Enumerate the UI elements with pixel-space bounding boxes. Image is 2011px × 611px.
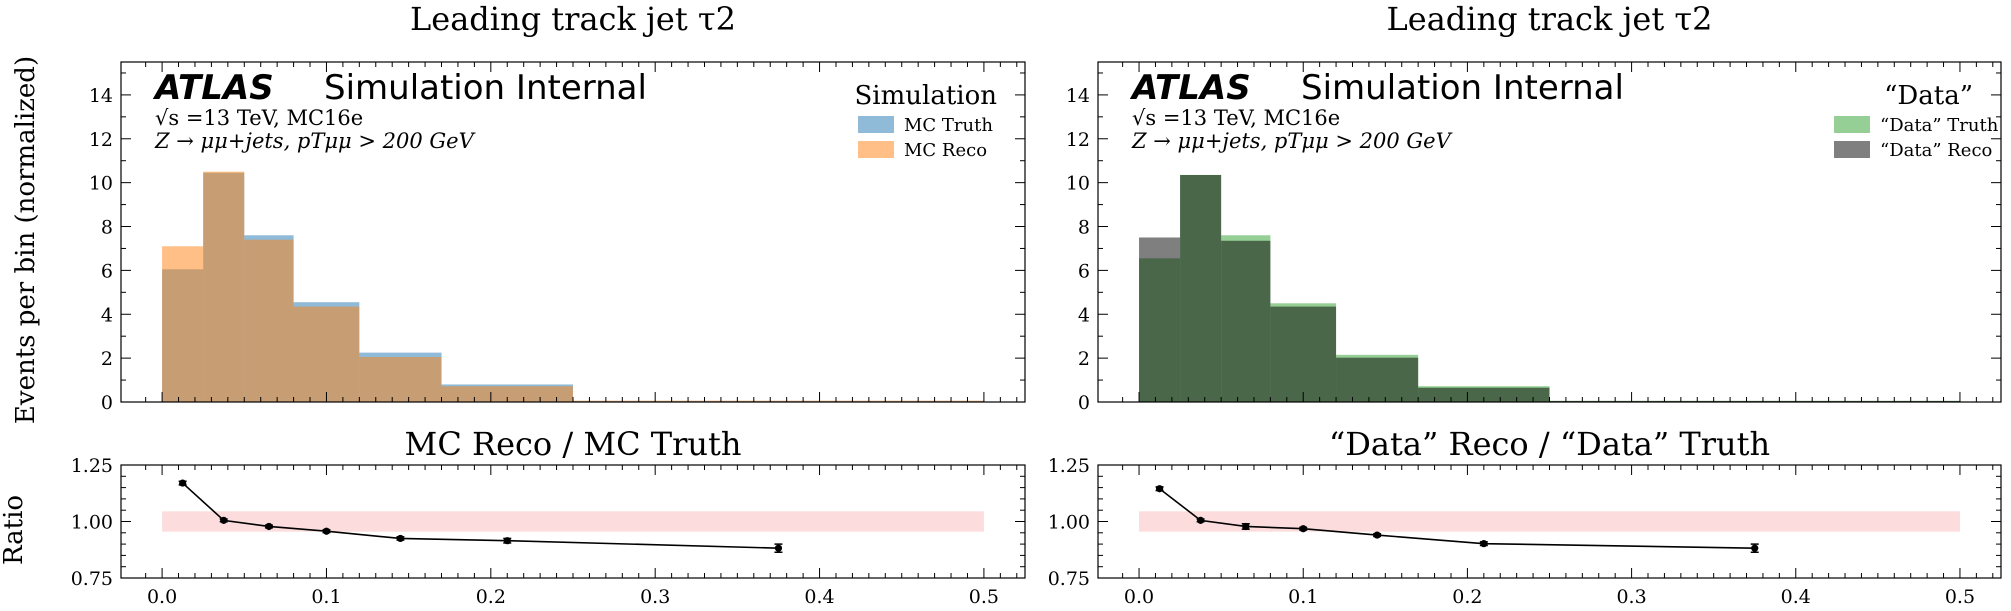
ratio-point <box>396 534 405 543</box>
legend-swatch <box>858 116 894 133</box>
y-tick-label: 14 <box>89 85 113 107</box>
y-tick-label: 12 <box>1066 129 1090 151</box>
panel-1: Leading track jet τ2 MC Reco / MC Truth 0 2… <box>71 0 1026 608</box>
histogram-bar <box>1139 237 1181 402</box>
legend-title: “Data” <box>1884 81 1973 111</box>
panel-2: Leading track jet τ2 “Data” Reco / “Data”… <box>1048 0 2002 608</box>
legend-entry: “Data” Truth <box>1880 115 1999 136</box>
atlas-sublabel: Simulation Internal <box>324 68 647 108</box>
y-tick-label: 0 <box>101 392 113 414</box>
legend-title: Simulation <box>854 81 997 111</box>
y-tick-label: 0 <box>1078 392 1090 414</box>
y-axis-label-ratio: Ratio <box>0 495 29 565</box>
ratio-y-tick-label: 1.00 <box>1048 512 1090 534</box>
series-datareco-bars <box>1139 174 1960 402</box>
energy-label: √s =13 TeV, MC16e <box>155 106 363 130</box>
y-tick-label: 2 <box>101 348 113 370</box>
ratio-point <box>1242 522 1250 531</box>
ratio-y-tick-label: 1.25 <box>1048 455 1090 477</box>
legend-entry: “Data” Reco <box>1880 140 1992 161</box>
atlas-label: ATLAS <box>152 68 274 108</box>
x-tick-label: 0.1 <box>1288 586 1318 608</box>
ratio-uncertainty-band <box>162 511 984 532</box>
histogram-bar <box>162 246 204 402</box>
histogram-bar <box>1221 240 1271 402</box>
y-tick-label: 4 <box>1078 304 1090 326</box>
x-tick-label: 0.5 <box>969 586 999 608</box>
ratio-y-tick-label: 0.75 <box>71 568 113 590</box>
y-tick-label: 10 <box>1066 173 1090 195</box>
y-axis-label-main: Events per bin (normalized) <box>11 56 41 424</box>
atlas-label: ATLAS <box>1129 68 1251 108</box>
panels: Leading track jet τ2 MC Reco / MC Truth 0 2… <box>71 0 2002 608</box>
energy-label: √s =13 TeV, MC16e <box>1132 106 1340 130</box>
ratio-title: MC Reco / MC Truth <box>405 425 742 463</box>
ratio-point <box>1299 525 1307 533</box>
x-tick-label: 0.2 <box>476 586 506 608</box>
y-tick-label: 6 <box>1078 260 1090 282</box>
atlas-sublabel: Simulation Internal <box>1301 68 1624 108</box>
ratio-point <box>1373 531 1381 539</box>
y-tick-label: 8 <box>1078 217 1090 239</box>
legend-swatch <box>858 141 894 158</box>
x-tick-label: 0.4 <box>1781 586 1811 608</box>
ratio-point <box>220 516 228 524</box>
x-tick-label: 0.5 <box>1945 586 1975 608</box>
x-tick-label: 0.2 <box>1452 586 1482 608</box>
ratio-y-tick-label: 0.75 <box>1048 568 1090 590</box>
ratio-point <box>1751 544 1759 552</box>
ratio-point <box>1480 540 1488 548</box>
x-tick-label: 0.0 <box>1124 586 1154 608</box>
ratio-title: “Data” Reco / “Data” Truth <box>1329 425 1770 463</box>
main-title: Leading track jet τ2 <box>410 0 736 38</box>
y-tick-label: 14 <box>1066 85 1090 107</box>
x-tick-label: 0.0 <box>147 586 177 608</box>
ratio-point <box>503 537 511 545</box>
y-tick-label: 12 <box>89 129 113 151</box>
histogram-bar <box>293 306 360 402</box>
ratio-uncertainty-band <box>1139 511 1960 532</box>
histogram-bar <box>1270 306 1337 402</box>
y-tick-label: 6 <box>101 260 113 282</box>
ratio-y-tick-label: 1.25 <box>71 455 113 477</box>
x-tick-label: 0.1 <box>311 586 341 608</box>
main-title: Leading track jet τ2 <box>1387 0 1713 38</box>
x-tick-label: 0.3 <box>1616 586 1646 608</box>
y-tick-label: 2 <box>1078 348 1090 370</box>
ratio-point <box>1197 516 1205 524</box>
legend-swatch <box>1834 141 1870 158</box>
y-tick-label: 8 <box>101 217 113 239</box>
ratio-point <box>1155 485 1164 493</box>
x-tick-label: 0.3 <box>640 586 670 608</box>
histogram-bar <box>203 171 245 402</box>
histogram-bar <box>1336 357 1419 402</box>
ratio-point <box>322 527 331 535</box>
histogram-bar <box>359 357 442 402</box>
selection-label: Z → μμ+jets, pTμμ > 200 GeV <box>154 129 476 153</box>
histogram-bar <box>244 239 294 402</box>
ratio-y-tick-label: 1.00 <box>71 512 113 534</box>
histogram-bar <box>573 400 984 402</box>
legend-entry: MC Truth <box>904 115 993 136</box>
ratio-point <box>179 479 187 487</box>
selection-label: Z → μμ+jets, pTμμ > 200 GeV <box>1131 129 1453 153</box>
histogram-bar <box>1180 174 1222 402</box>
y-tick-label: 4 <box>101 304 113 326</box>
legend-entry: MC Reco <box>904 140 987 161</box>
legend-swatch <box>1834 116 1870 133</box>
series-mcreco-bars <box>162 171 984 402</box>
ratio-point <box>774 544 783 552</box>
x-tick-label: 0.4 <box>804 586 834 608</box>
y-tick-label: 10 <box>89 173 113 195</box>
ratio-point <box>265 522 273 531</box>
